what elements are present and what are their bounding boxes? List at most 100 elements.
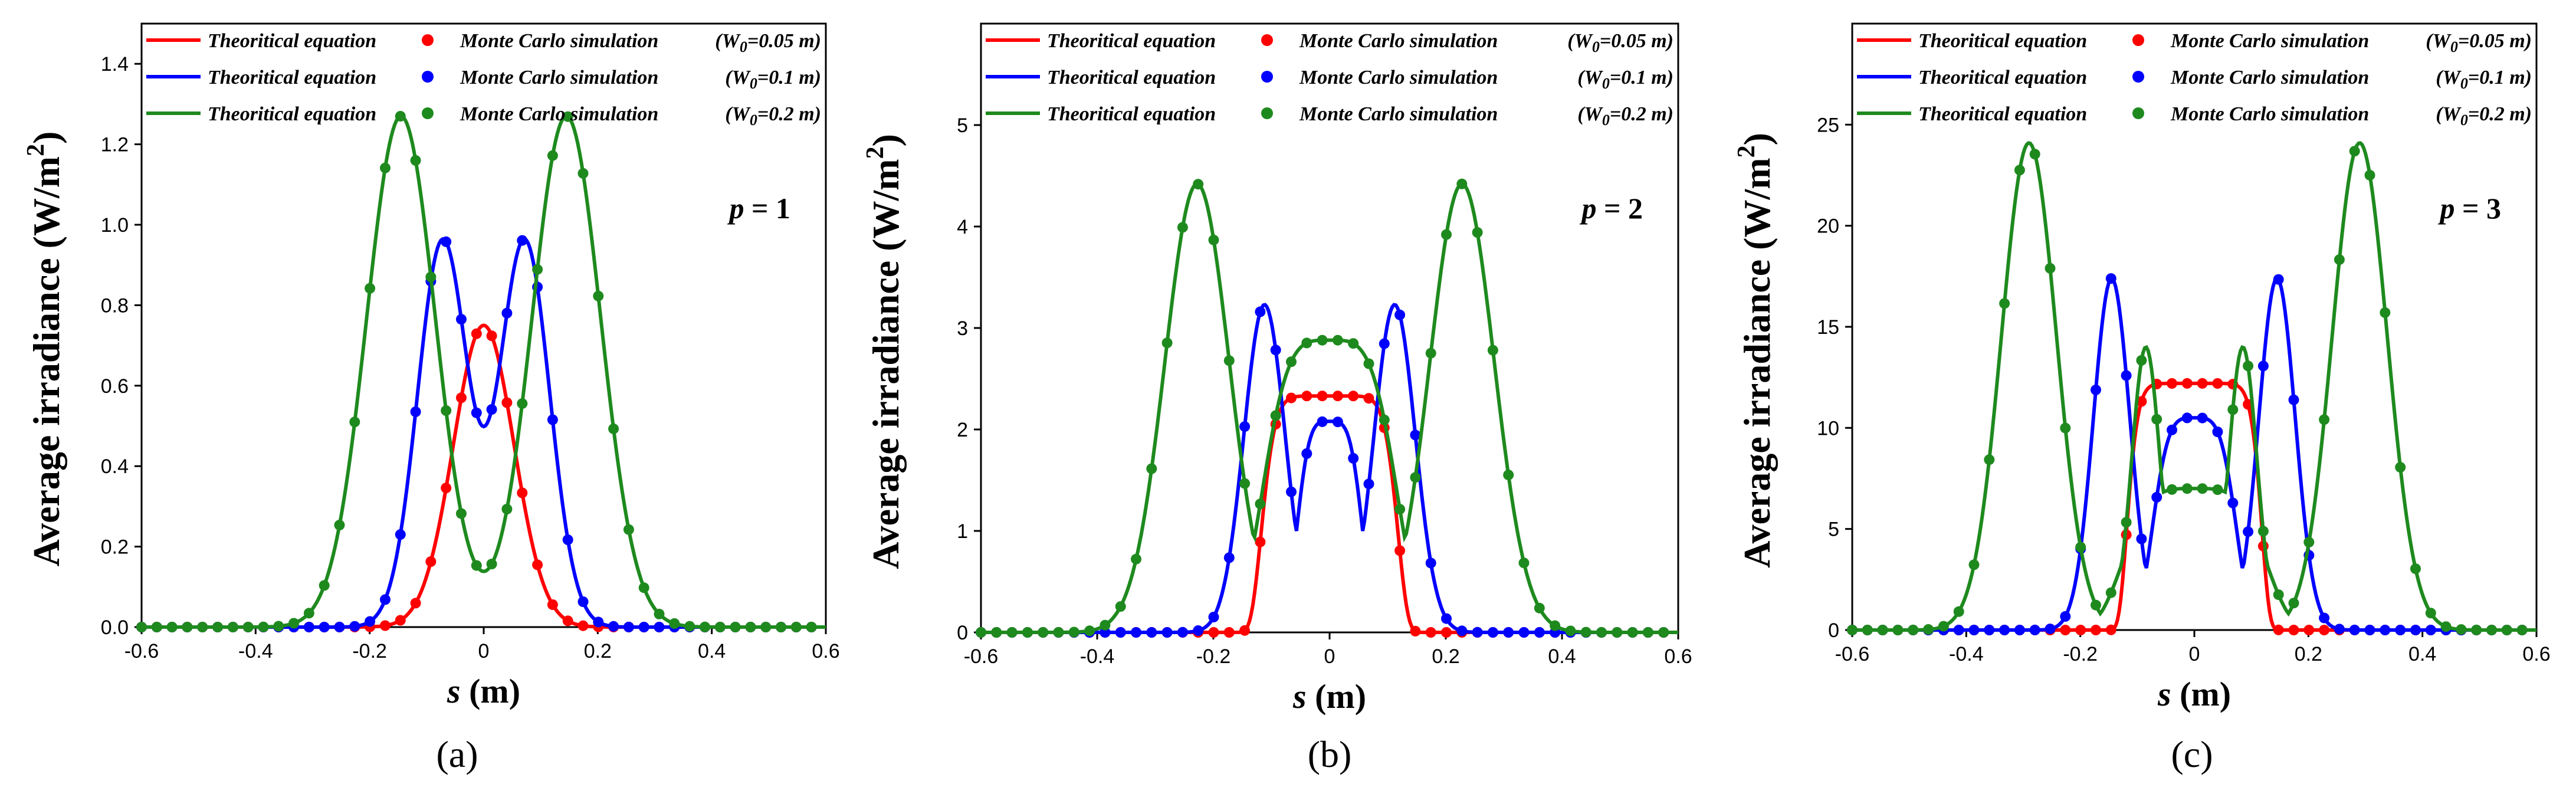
data-point [1410,429,1421,441]
legend-marker-label: Monte Carlo simulation [460,30,658,52]
data-point [273,621,284,632]
data-point [1053,626,1064,638]
data-point [288,618,300,629]
data-point [2197,483,2208,494]
data-point [1968,559,1980,570]
data-point [1877,625,1888,635]
data-point [1255,536,1266,547]
data-point [1239,421,1251,432]
legend-marker-label: Monte Carlo simulation [1299,103,1498,125]
data-point [2121,370,2132,381]
data-point [1223,552,1235,563]
data-point [547,599,558,610]
data-point [714,622,726,632]
x-axis-title: s (m) [447,672,520,710]
data-point [2136,396,2147,407]
legend-w-label: (W0=0.1 m) [1577,67,1673,92]
x-tick-label: -0.4 [1080,645,1115,668]
data-point [532,559,543,570]
data-point [2440,621,2452,632]
data-point [562,615,573,626]
legend-marker-swatch [2132,34,2144,46]
data-point [1223,355,1235,366]
data-point [2136,533,2147,544]
data-point [1115,627,1126,638]
data-point [577,596,589,607]
data-point [2029,149,2040,160]
data-point [1984,625,1995,635]
data-point [562,111,573,122]
x-tick-label: -0.6 [124,640,159,662]
data-point [2319,414,2330,425]
data-point [2273,274,2284,285]
data-point [1270,410,1281,421]
data-point [334,621,345,632]
data-point [2212,378,2223,389]
data-point [577,168,589,179]
data-point [395,529,406,540]
p-annotation: p = 1 [727,192,791,225]
data-point [2105,587,2116,598]
data-point [1456,625,1468,637]
y-tick-label: 5 [957,114,968,137]
data-point [1487,627,1498,638]
y-tick-label: 0 [957,622,968,644]
data-point [410,406,421,417]
data-point [1317,391,1328,402]
y-tick-label: 10 [1817,417,1839,439]
legend-line-label: Theoritical equation [1918,30,2087,52]
data-point [197,622,208,632]
legend-w-label: (W0=0.2 m) [1577,103,1673,129]
data-point [2380,307,2391,318]
data-point [425,556,437,567]
x-axis-title: s (m) [2157,675,2231,713]
data-point [2105,273,2116,284]
data-point [1999,625,2010,635]
legend-w-label: (W0=0.05 m) [715,30,821,55]
legend-marker-swatch [2132,71,2144,83]
data-point [1223,627,1235,638]
data-point [2075,542,2086,553]
data-point [1379,414,1390,425]
data-point [151,622,162,632]
data-point [1534,627,1545,638]
data-point [2364,625,2375,635]
data-point [2045,624,2056,635]
legend-w-label: (W0=0.05 m) [1567,30,1673,55]
legend-marker-swatch [2132,107,2144,119]
data-point [395,111,406,122]
data-point [1115,601,1126,612]
data-point [593,616,604,628]
data-point [471,328,482,339]
y-tick-label: 1.2 [101,134,129,156]
data-point [1580,626,1591,638]
x-tick-label: -0.2 [352,640,387,662]
data-point [2167,484,2177,495]
data-point [806,622,817,632]
data-point [1984,454,1995,465]
legend-marker-swatch [422,107,434,119]
data-point [2349,624,2360,635]
data-point [380,620,390,631]
y-tick-label: 0.8 [101,294,129,317]
y-tick-label: 0.4 [101,455,129,478]
legend-marker-swatch [1261,71,1273,83]
data-point [1441,229,1452,240]
data-point [471,407,482,418]
legend-marker-swatch [422,71,434,83]
panel-label: (c) [2171,733,2213,775]
y-tick-label: 3 [957,317,968,340]
data-point [2060,625,2071,635]
y-tick-label: 4 [957,216,968,238]
data-point [334,520,345,531]
data-point [2136,355,2147,366]
legend-marker-label: Monte Carlo simulation [460,103,658,125]
data-point [2257,526,2269,537]
data-point [1193,625,1204,636]
data-point [1658,627,1669,638]
data-point [1301,448,1312,459]
data-point [1394,504,1406,515]
data-point [2501,625,2512,635]
legend-line-label: Theoritical equation [1047,103,1216,125]
data-point [2014,165,2025,176]
